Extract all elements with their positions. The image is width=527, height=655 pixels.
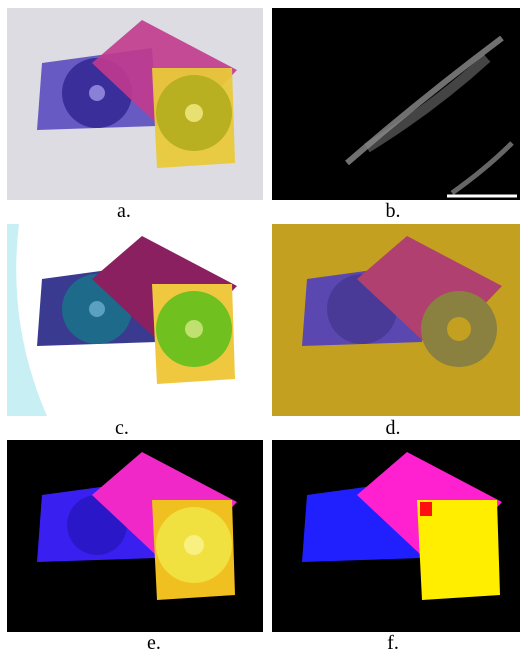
panel-label: e. bbox=[147, 632, 161, 654]
panel-f bbox=[272, 440, 520, 632]
panel-label: f. bbox=[387, 632, 399, 654]
panel-label: a. bbox=[117, 200, 131, 222]
panel-label: c. bbox=[115, 417, 129, 439]
panel-label: d. bbox=[385, 417, 401, 439]
panel-label: b. bbox=[385, 200, 401, 222]
panel-e bbox=[7, 440, 263, 632]
panel-c bbox=[7, 224, 263, 416]
panel-a bbox=[7, 8, 263, 200]
panel-b bbox=[272, 8, 520, 200]
panel-d bbox=[272, 224, 520, 416]
